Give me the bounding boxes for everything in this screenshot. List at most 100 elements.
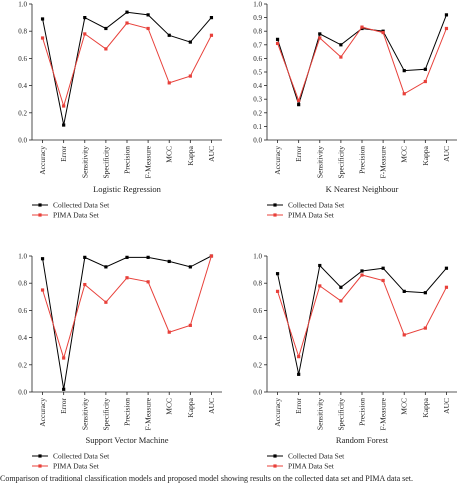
legend-label: Collected Data Set (288, 452, 345, 461)
data-point (209, 16, 214, 20)
x-tick-label: AUC (442, 146, 451, 162)
legend-label: PIMA Data Set (53, 211, 100, 220)
data-point (104, 300, 108, 304)
x-tick-label: Sensitivity (315, 398, 324, 430)
data-point (209, 33, 214, 37)
legend-label: PIMA Data Set (288, 462, 335, 471)
x-tick-label: F-Measure (379, 145, 388, 178)
data-point (83, 32, 87, 36)
data-point (62, 104, 66, 108)
chart-panel-2: 0.0 0.1 0.2 0.3 0.4 0.5 0.6 0.7 0.8 0.9 1.0 Accurac… (253, 1, 457, 220)
x-tick-label: MCC (400, 146, 409, 163)
data-point (104, 47, 108, 51)
data-point (402, 92, 406, 96)
legend-swatch-marker (273, 203, 277, 207)
data-point (339, 55, 343, 59)
data-point (423, 67, 427, 71)
x-tick-label: MCC (165, 398, 174, 415)
x-tick-label: Kappa (421, 145, 430, 165)
legend-label: Collected Data Set (53, 201, 110, 210)
x-tick-label: AUC (207, 146, 216, 162)
legend-label: PIMA Data Set (53, 462, 100, 471)
x-tick-label: Precision (358, 146, 367, 174)
y-tick-label: 0.2 (18, 361, 27, 369)
chart-title: Random Forest (336, 435, 389, 445)
data-point (188, 265, 192, 269)
x-tick-label: Error (294, 146, 303, 162)
y-tick-label: 0.0 (18, 389, 27, 397)
series-line-collected (42, 11, 212, 126)
data-point (360, 269, 364, 273)
data-point (381, 266, 385, 270)
legend-item-collected: Collected Data Set (267, 452, 345, 461)
data-point (146, 280, 150, 284)
data-point (423, 291, 427, 295)
data-point (83, 282, 87, 287)
data-point (297, 103, 301, 107)
x-tick-label: Sensitivity (315, 146, 324, 178)
data-point (188, 40, 192, 44)
x-tick-label: Sensitivity (80, 146, 89, 178)
data-point (125, 10, 129, 14)
data-point (423, 79, 427, 84)
series-line-collected (42, 255, 212, 390)
data-point (339, 285, 343, 289)
legend-label: Collected Data Set (53, 452, 110, 461)
legend-swatch-marker (273, 464, 277, 468)
y-tick-label: 0.0 (253, 389, 262, 397)
figure-caption: Comparison of traditional classification… (0, 474, 414, 483)
data-point (125, 255, 129, 259)
y-tick-label: 0.5 (253, 69, 262, 77)
chart-panel-1: 0.0 0.2 0.4 0.6 0.8 1.0 Accuracy Error Sensitivi… (18, 1, 222, 220)
data-point (444, 266, 449, 270)
y-tick-label: 0.2 (253, 361, 262, 369)
data-point (275, 289, 280, 293)
data-point (275, 41, 280, 46)
y-tick-label: 0.2 (18, 109, 27, 117)
chart-title: Logistic Regression (93, 184, 162, 194)
x-tick-label: F-Measure (379, 397, 388, 430)
legend-item-collected: Collected Data Set (267, 201, 345, 210)
data-point (167, 33, 171, 37)
x-tick-label: Sensitivity (80, 398, 89, 430)
data-point (402, 289, 406, 293)
data-point (40, 17, 45, 21)
data-point (83, 255, 87, 259)
x-tick-label: F-Measure (144, 145, 153, 178)
series-line-collected (277, 264, 447, 375)
x-tick-label: F-Measure (144, 397, 153, 430)
y-tick-label: 0.6 (253, 55, 262, 63)
legend-label: Collected Data Set (288, 201, 345, 210)
series-line-pima (277, 26, 447, 103)
x-tick-label: Specificity (101, 398, 110, 431)
data-point (297, 372, 301, 376)
data-point (360, 25, 364, 29)
y-tick-label: 0.4 (253, 334, 262, 342)
chart-title: Support Vector Machine (86, 435, 169, 445)
data-point (62, 123, 66, 127)
data-point (104, 26, 108, 31)
x-tick-label: Error (294, 398, 303, 414)
legend-item-pima: PIMA Data Set (32, 462, 100, 471)
y-tick-label: 0.0 (18, 137, 27, 145)
data-point (381, 30, 385, 35)
y-tick-label: 0.3 (253, 96, 262, 104)
x-tick-label: AUC (207, 398, 216, 414)
y-tick-label: 1.0 (253, 1, 262, 9)
y-tick-label: 0.6 (253, 307, 262, 315)
y-tick-label: 0.8 (18, 280, 27, 288)
data-point (360, 273, 364, 277)
data-point (209, 254, 214, 258)
y-tick-label: 0.4 (253, 82, 262, 90)
x-tick-label: Precision (123, 146, 132, 174)
chart-panel-4: 0.0 0.2 0.4 0.6 0.8 1.0 Accuracy Error Sensitivi… (253, 253, 457, 471)
x-tick-label: Error (59, 398, 68, 414)
data-point (339, 43, 343, 47)
x-tick-label: MCC (165, 146, 174, 163)
data-point (297, 98, 301, 103)
y-tick-label: 0.4 (18, 82, 27, 90)
data-point (40, 36, 45, 40)
legend-swatch-marker (38, 203, 42, 207)
data-point (146, 255, 150, 259)
